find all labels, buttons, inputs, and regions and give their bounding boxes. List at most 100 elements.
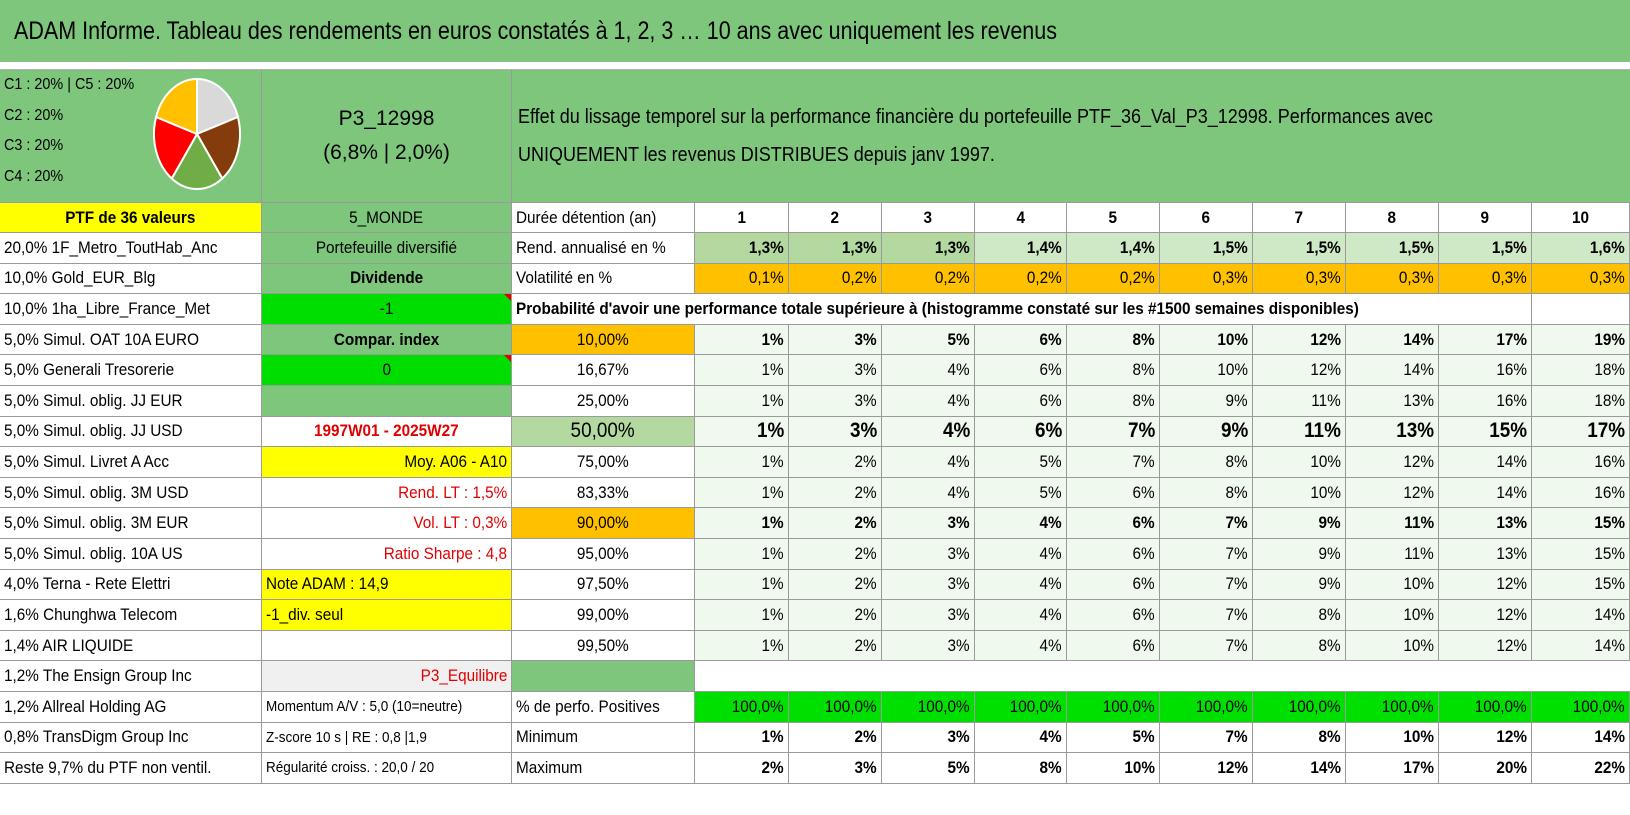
probability-value: 8% bbox=[1160, 447, 1253, 478]
probability-value: 10% bbox=[1160, 355, 1253, 386]
rend-value-text: 1,5% bbox=[1399, 237, 1434, 257]
probability-value-text: 14% bbox=[1496, 451, 1527, 471]
vol-value-text: 0,1% bbox=[749, 268, 784, 288]
probability-threshold-text: 10,00% bbox=[577, 329, 629, 349]
probability-value: 14% bbox=[1439, 447, 1532, 478]
probability-value-text: 7% bbox=[1132, 451, 1155, 471]
probability-value: 17% bbox=[1439, 324, 1532, 356]
positives-value-text: 100,0% bbox=[1010, 696, 1062, 716]
holding-row-text: 5,0% Simul. oblig. JJ USD bbox=[4, 421, 183, 441]
minimum-value: 14% bbox=[1532, 722, 1630, 754]
rend-value: 1,3% bbox=[695, 233, 789, 264]
probability-value-text: 9% bbox=[1318, 513, 1341, 533]
probability-value-text: 2% bbox=[854, 604, 877, 624]
probability-value: 8% bbox=[1067, 385, 1160, 417]
duration-year-header: 7 bbox=[1253, 203, 1346, 233]
duration-year-header-text: 8 bbox=[1387, 207, 1397, 227]
probability-value: 9% bbox=[1253, 569, 1346, 601]
probability-value-text: 6% bbox=[1132, 482, 1155, 502]
probability-value-text: 6% bbox=[1132, 513, 1155, 533]
probability-value-text: 19% bbox=[1594, 329, 1625, 349]
maximum-value: 17% bbox=[1346, 753, 1439, 784]
holding-row-text: 5,0% Simul. oblig. 3M USD bbox=[4, 482, 189, 502]
probability-value: 17% bbox=[1532, 416, 1630, 448]
vol-value-text: 0,2% bbox=[935, 268, 970, 288]
probability-value-text: 1% bbox=[761, 390, 784, 410]
vol-value: 0,3% bbox=[1160, 263, 1253, 295]
probability-value: 18% bbox=[1532, 385, 1630, 417]
probability-value: 14% bbox=[1346, 324, 1439, 356]
rend-value-text: 1,5% bbox=[1306, 237, 1341, 257]
probability-value: 4% bbox=[882, 477, 975, 509]
probability-value: 10% bbox=[1346, 569, 1439, 601]
minimum-value: 1% bbox=[695, 722, 789, 754]
probability-value-text: 12% bbox=[1310, 329, 1341, 349]
maximum-value-text: 3% bbox=[854, 757, 877, 777]
probability-value-text: 7% bbox=[1225, 543, 1248, 563]
probability-value: 7% bbox=[1160, 538, 1253, 570]
probability-value-text: 4% bbox=[947, 482, 970, 502]
probability-value-text: 4% bbox=[1039, 635, 1062, 655]
holding-row-text: 5,0% Simul. oblig. JJ EUR bbox=[4, 390, 183, 410]
probability-threshold-text: 25,00% bbox=[577, 390, 629, 410]
minimum-value-text: 2% bbox=[854, 727, 877, 747]
rend-value-text: 1,3% bbox=[842, 237, 877, 257]
probability-value-text: 13% bbox=[1496, 543, 1527, 563]
rend-value: 1,5% bbox=[1160, 233, 1253, 264]
probability-value-text: 10% bbox=[1403, 574, 1434, 594]
average-cell: Moy. A06 - A10 bbox=[262, 447, 512, 478]
probability-value-text: 16% bbox=[1496, 360, 1527, 380]
probability-value-text: 8% bbox=[1132, 360, 1155, 380]
probability-value: 11% bbox=[1346, 538, 1439, 570]
probability-value-text: 1% bbox=[761, 329, 784, 349]
minimum-value: 5% bbox=[1067, 722, 1160, 754]
allocation-pie-chart bbox=[153, 78, 241, 190]
duration-year-header-text: 4 bbox=[1016, 207, 1025, 227]
probability-value: 11% bbox=[1346, 508, 1439, 539]
sharpe-cell-text: Ratio Sharpe : 4,8 bbox=[383, 543, 507, 563]
probability-value: 5% bbox=[882, 324, 975, 356]
probability-value-text: 10% bbox=[1217, 329, 1248, 349]
probability-value-text: 8% bbox=[1318, 604, 1341, 624]
probability-threshold: 16,67% bbox=[512, 355, 695, 386]
holding-row: 5,0% Simul. oblig. 3M EUR bbox=[0, 508, 262, 539]
probability-value-text: 1% bbox=[756, 419, 784, 443]
probability-value: 14% bbox=[1346, 355, 1439, 386]
profile-cell-text: P3_Equilibre bbox=[420, 666, 507, 686]
positives-value: 100,0% bbox=[1253, 691, 1346, 723]
holding-row: 1,6% Chunghwa Telecom bbox=[0, 600, 262, 631]
probability-value: 1% bbox=[695, 355, 789, 386]
probability-value: 9% bbox=[1160, 385, 1253, 417]
probability-value: 15% bbox=[1532, 538, 1630, 570]
probability-value-text: 2% bbox=[854, 513, 877, 533]
probability-value: 6% bbox=[1067, 538, 1160, 570]
positives-value-text: 100,0% bbox=[1475, 696, 1527, 716]
holding-row-text: 5,0% Simul. oblig. 10A US bbox=[4, 543, 183, 563]
probability-value-text: 4% bbox=[1039, 574, 1062, 594]
probability-value-text: 4% bbox=[1039, 543, 1062, 563]
positives-value: 100,0% bbox=[695, 691, 789, 723]
probability-value-text: 4% bbox=[942, 419, 970, 443]
holding-row: 5,0% Simul. oblig. 10A US bbox=[0, 538, 262, 570]
probability-value: 15% bbox=[1532, 508, 1630, 539]
probability-threshold: 99,00% bbox=[512, 600, 695, 631]
page-title: ADAM Informe. Tableau des rendements en … bbox=[0, 0, 1630, 62]
compar-label: Compar. index bbox=[262, 324, 512, 356]
holding-row-text: 5,0% Simul. OAT 10A EURO bbox=[4, 329, 200, 349]
probability-threshold: 50,00% bbox=[512, 416, 695, 448]
maximum-value-text: 14% bbox=[1310, 757, 1341, 777]
holdings-header: PTF de 36 valeurs bbox=[0, 203, 262, 233]
maximum-label: Maximum bbox=[512, 753, 695, 784]
holding-row-text: 0,8% TransDigm Group Inc bbox=[4, 727, 189, 747]
probability-value: 9% bbox=[1160, 416, 1253, 448]
vol-value: 0,3% bbox=[1253, 263, 1346, 295]
vol-value-text: 0,3% bbox=[1399, 268, 1434, 288]
probability-value-text: 3% bbox=[947, 543, 970, 563]
positives-value-text: 100,0% bbox=[1573, 696, 1625, 716]
vol-value-text: 0,2% bbox=[1120, 268, 1155, 288]
probability-value: 11% bbox=[1253, 385, 1346, 417]
rend-value-text: 1,6% bbox=[1590, 237, 1625, 257]
probability-value-text: 3% bbox=[854, 329, 877, 349]
probability-value: 4% bbox=[975, 569, 1067, 601]
probability-value: 16% bbox=[1532, 477, 1630, 509]
